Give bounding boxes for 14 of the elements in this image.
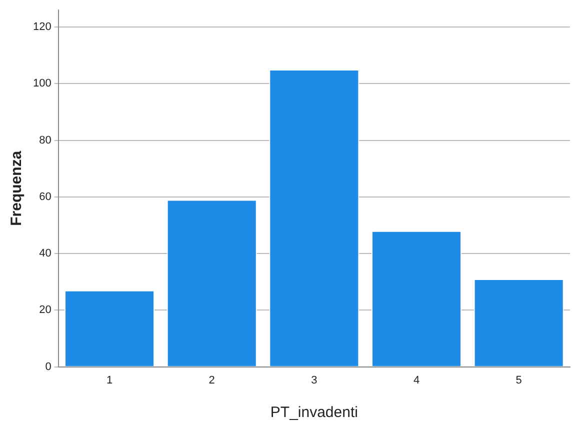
x-tick-label: 1 — [106, 374, 113, 386]
x-tick-label: 3 — [311, 374, 318, 386]
y-tick-label: 40 — [39, 248, 52, 260]
y-tick-label: 20 — [39, 304, 52, 316]
y-tick-label: 80 — [39, 134, 52, 146]
y-tick-label: 120 — [32, 21, 52, 34]
x-tick-label: 2 — [208, 374, 215, 386]
y-tick-label: 0 — [45, 360, 52, 373]
x-axis-title: PT_invadenti — [270, 404, 358, 422]
x-tick-label: 4 — [413, 374, 420, 386]
y-tick-label: 60 — [39, 190, 52, 203]
y-tick-label: 100 — [32, 78, 52, 90]
x-tick-label: 5 — [516, 374, 522, 386]
y-axis-title: Frequenza — [8, 150, 26, 226]
